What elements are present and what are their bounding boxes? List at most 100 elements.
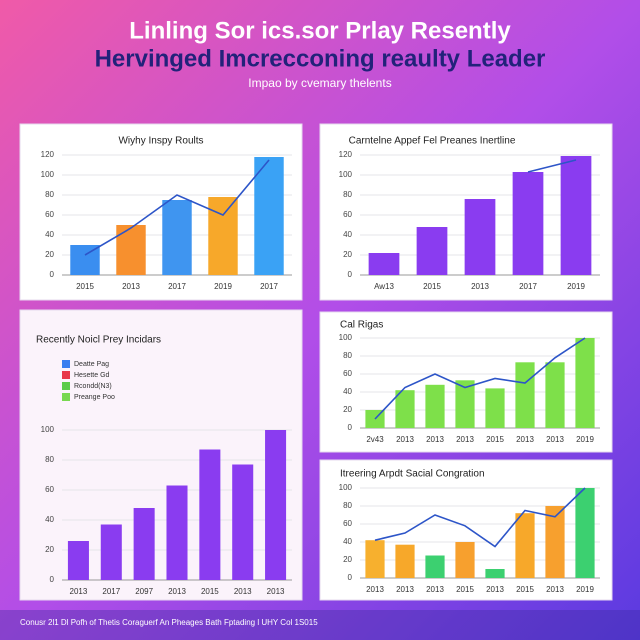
bar [416, 227, 448, 275]
y-tick-label: 60 [343, 210, 352, 219]
x-tick-label: 2v43 [366, 435, 384, 444]
bar [365, 540, 385, 578]
bar [455, 542, 475, 578]
bar [100, 524, 122, 580]
bar [464, 199, 496, 275]
bar [575, 488, 595, 578]
x-tick-label: Aw13 [374, 282, 394, 291]
line [374, 337, 586, 420]
x-tick-label: 2013 [267, 587, 285, 596]
bar [133, 508, 155, 580]
x-tick-label: 2017 [519, 282, 537, 291]
y-tick-label: 60 [343, 369, 352, 378]
chart-title: Itreering Arpdt Sacial Congration [340, 469, 485, 480]
bar [208, 197, 238, 275]
bar [116, 225, 146, 275]
legend-label: Rcondd(N3) [74, 383, 112, 390]
legend-label: Hesette Gd [74, 372, 110, 379]
y-tick-label: 100 [339, 170, 353, 179]
x-tick-label: 2013 [366, 585, 384, 594]
bar [425, 384, 445, 428]
x-tick-label: 2013 [546, 585, 564, 594]
subtitle: Impao by cvemary thelents [248, 76, 391, 90]
x-tick-label: 2017 [102, 587, 120, 596]
y-tick-label: 0 [348, 270, 353, 279]
bar [265, 430, 287, 580]
panel [19, 309, 303, 601]
y-tick-label: 80 [343, 351, 352, 360]
x-tick-label: 2013 [122, 282, 140, 291]
title-line1: Linling Sor ics.sor Prlay Resently [129, 17, 511, 44]
x-tick-label: 2013 [516, 435, 534, 444]
bar [166, 485, 188, 580]
legend-swatch [62, 382, 70, 390]
y-tick-label: 40 [45, 515, 54, 524]
bar [545, 506, 565, 578]
y-tick-label: 100 [339, 483, 353, 492]
bar [232, 464, 254, 580]
x-tick-label: 2015 [201, 587, 219, 596]
footer-bar [0, 610, 640, 640]
y-tick-label: 60 [45, 485, 54, 494]
x-tick-label: 2013 [471, 282, 489, 291]
y-tick-label: 80 [45, 455, 54, 464]
x-tick-label: 2015 [486, 435, 504, 444]
x-tick-label: 2013 [396, 585, 414, 594]
bar [575, 338, 595, 428]
bar [395, 544, 415, 578]
x-tick-label: 2019 [576, 585, 594, 594]
y-tick-label: 0 [50, 575, 55, 584]
chart-title: Recently Noicl Prey Incidars [36, 335, 161, 346]
x-tick-label: 2013 [546, 435, 564, 444]
x-tick-label: 2019 [576, 435, 594, 444]
bar [515, 513, 535, 578]
line [84, 159, 270, 256]
x-tick-label: 2013 [70, 587, 88, 596]
y-tick-label: 20 [343, 250, 352, 259]
bar [395, 390, 415, 428]
y-tick-label: 40 [45, 230, 54, 239]
y-tick-label: 60 [343, 519, 352, 528]
y-tick-label: 40 [343, 230, 352, 239]
bar [67, 541, 89, 580]
bar [455, 380, 475, 428]
y-tick-label: 100 [339, 333, 353, 342]
bar [512, 172, 544, 275]
chart-title: Wiyhy Inspy Roults [118, 136, 203, 147]
bar [199, 449, 221, 580]
x-tick-label: 2013 [426, 585, 444, 594]
x-tick-label: 2017 [260, 282, 278, 291]
bar [162, 200, 192, 275]
x-tick-label: 2013 [486, 585, 504, 594]
footer: Conusr 2l1 Dl Pofh of Thetis Coraguerf A… [20, 618, 318, 627]
x-tick-label: 2015 [456, 585, 474, 594]
y-tick-label: 20 [45, 250, 54, 259]
y-tick-label: 0 [50, 270, 55, 279]
legend-label: Preange Poo [74, 394, 115, 401]
y-tick-label: 40 [343, 387, 352, 396]
legend-swatch [62, 393, 70, 401]
bar [485, 388, 505, 428]
y-tick-label: 100 [41, 425, 55, 434]
bar [425, 555, 445, 578]
x-tick-label: 2013 [426, 435, 444, 444]
y-tick-label: 80 [343, 501, 352, 510]
y-tick-label: 0 [348, 573, 353, 582]
y-tick-label: 20 [45, 545, 54, 554]
x-tick-label: 2017 [168, 282, 186, 291]
x-tick-label: 2015 [76, 282, 94, 291]
bar [368, 253, 400, 275]
x-tick-label: 2013 [396, 435, 414, 444]
y-tick-label: 60 [45, 210, 54, 219]
x-tick-label: 2015 [516, 585, 534, 594]
x-tick-label: 2013 [168, 587, 186, 596]
legend-swatch [62, 360, 70, 368]
y-tick-label: 0 [348, 423, 353, 432]
legend-swatch [62, 371, 70, 379]
x-tick-label: 2019 [567, 282, 585, 291]
x-tick-label: 2019 [214, 282, 232, 291]
x-tick-label: 2015 [423, 282, 441, 291]
y-tick-label: 40 [343, 537, 352, 546]
title-line2: Hervinged Imcrecconing reaulty Leader [95, 45, 546, 72]
